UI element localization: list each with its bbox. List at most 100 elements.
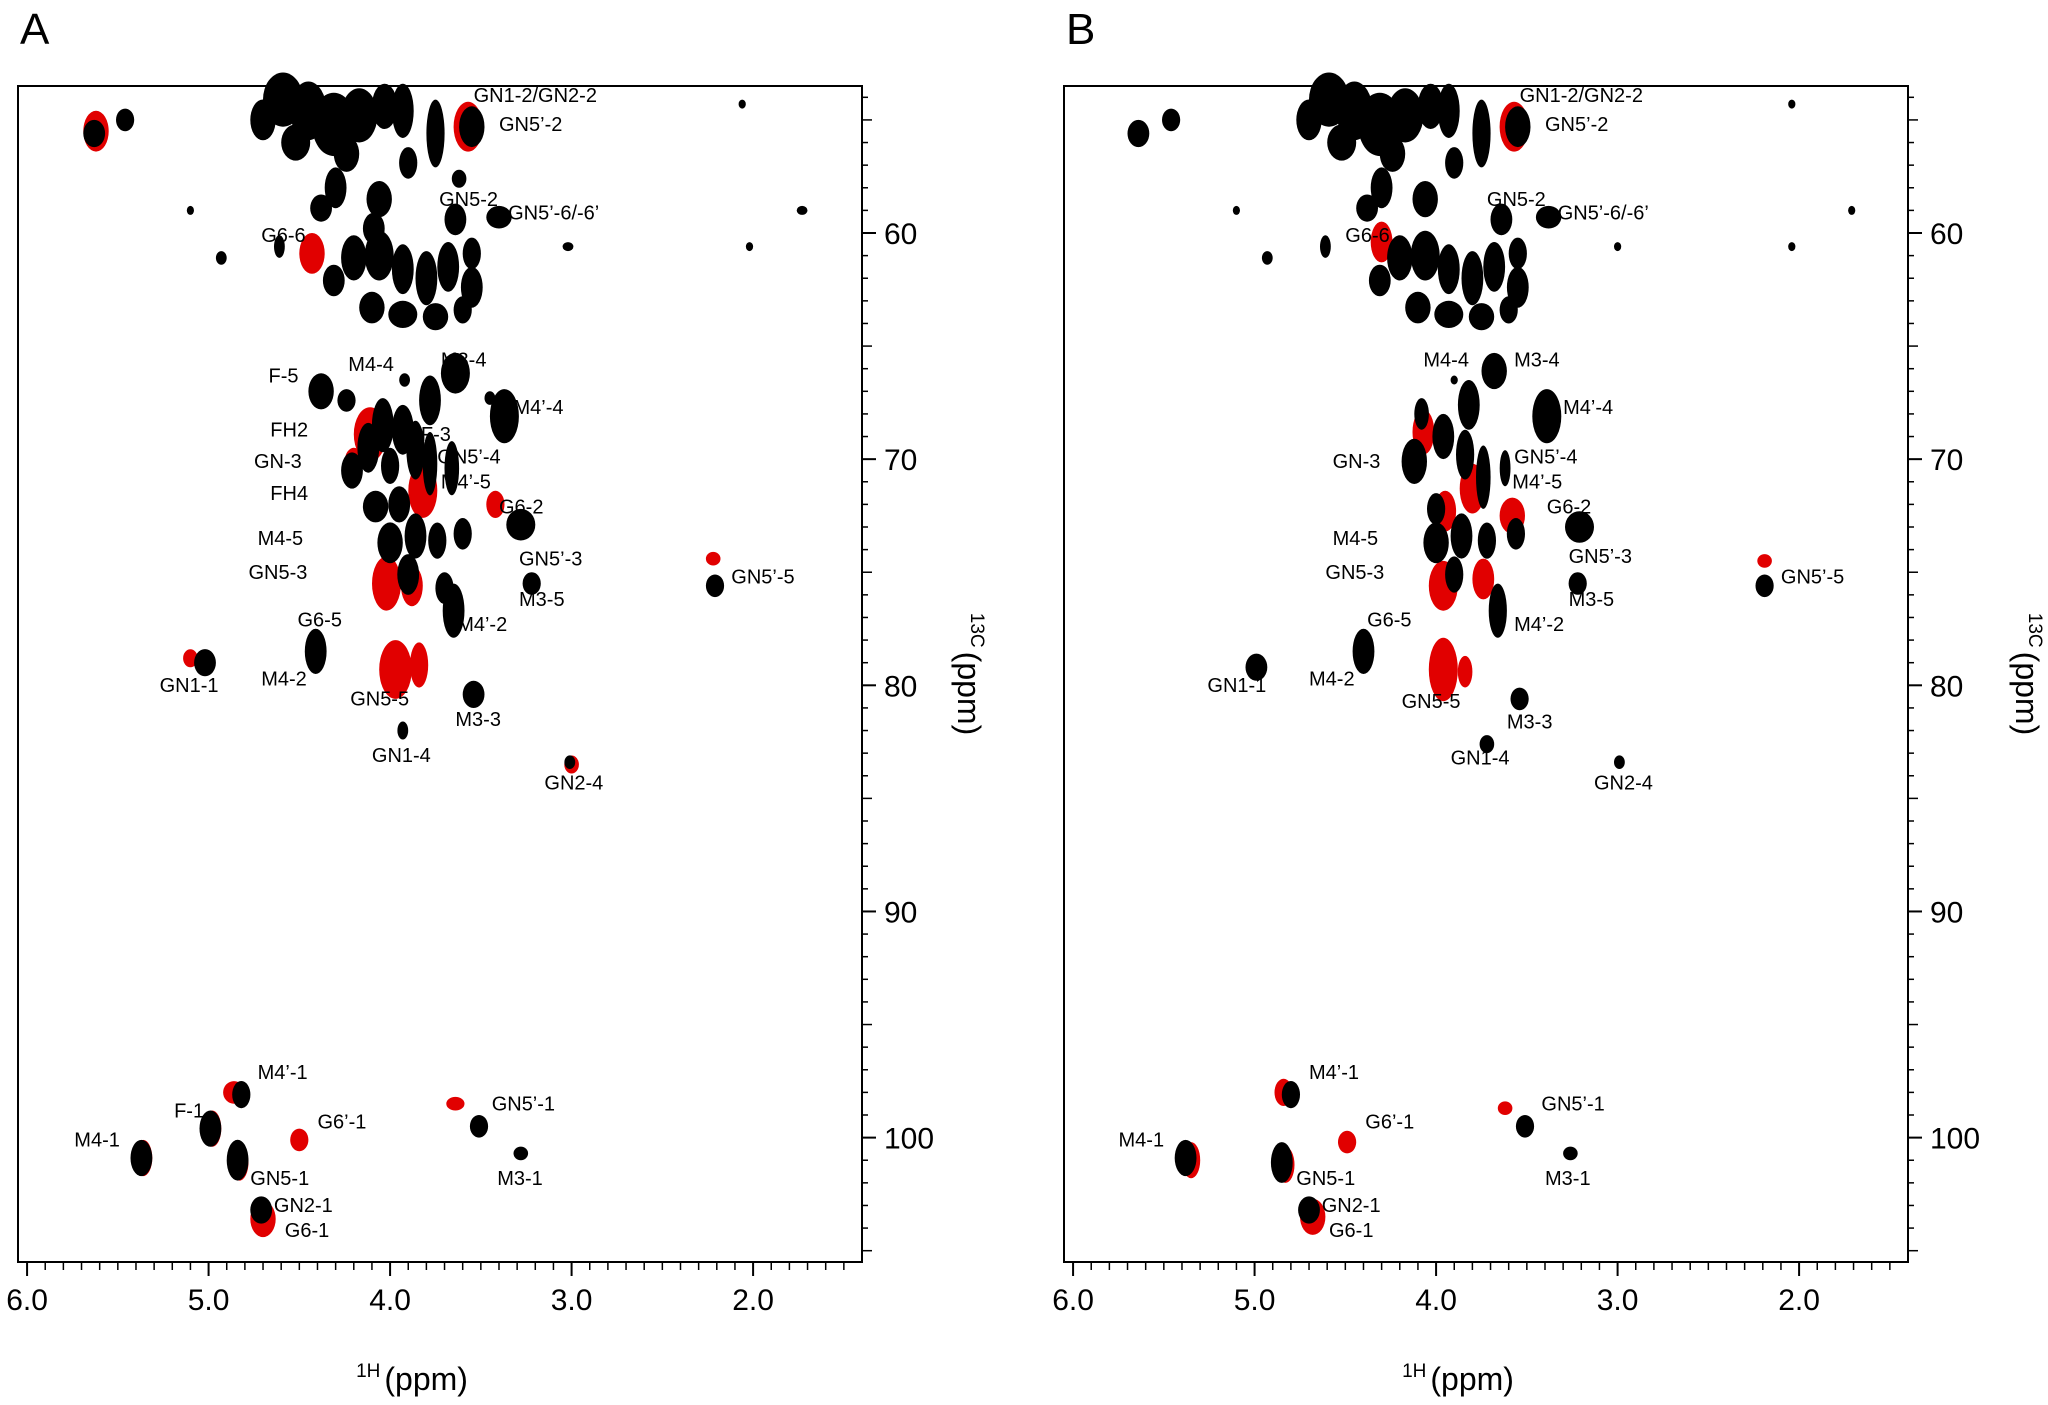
peak-label: M4’-1: [1309, 1062, 1359, 1084]
red-peak: [290, 1128, 309, 1152]
peak-label: M3-3: [1507, 711, 1553, 733]
peak-label: GN5’-4: [437, 447, 500, 469]
black-peak: [1261, 251, 1273, 265]
black-peak: [1370, 167, 1393, 209]
red-peak: [1457, 655, 1473, 688]
black-peak: [250, 99, 276, 141]
peak-label: M3-4: [1514, 349, 1560, 371]
peak-label: GN5’-5: [1781, 567, 1844, 589]
black-peak: [1457, 380, 1480, 430]
black-peak: [453, 518, 472, 550]
peak-label: G6-6: [1345, 225, 1389, 247]
peak-label: FH2: [270, 420, 308, 442]
black-peak: [442, 583, 465, 638]
peak-label: F-5: [269, 365, 299, 387]
peak-label: GN5’-1: [1541, 1094, 1604, 1116]
black-peak: [1387, 235, 1413, 281]
peak-label: GN5-3: [1325, 562, 1384, 584]
black-peak: [1508, 237, 1527, 270]
x-tick-label: 2.0: [732, 1284, 774, 1317]
red-peak: [183, 649, 198, 668]
black-peak: [359, 291, 385, 324]
black-peak: [796, 205, 808, 215]
black-peak: [1387, 88, 1424, 143]
black-peak: [391, 244, 414, 295]
black-peak: [1563, 1146, 1578, 1161]
peak-label: GN-3: [1333, 451, 1381, 473]
black-peak: [1568, 572, 1587, 595]
black-peak: [1456, 429, 1475, 480]
peak-label: G6-6: [261, 225, 305, 247]
black-peak: [562, 242, 574, 252]
red-peak: [1472, 558, 1495, 600]
red-peak: [446, 1096, 465, 1111]
black-peak: [281, 124, 311, 161]
black-peak: [1434, 300, 1464, 328]
black-peak: [453, 296, 472, 324]
black-peak: [1510, 687, 1529, 711]
peak-label: M4’-4: [514, 397, 564, 419]
black-peak: [324, 167, 347, 209]
peak-label: M3-4: [441, 349, 487, 371]
black-peak: [341, 452, 363, 489]
peak-label: FH4: [270, 483, 308, 505]
peak-label: GN5-1: [1296, 1168, 1355, 1190]
black-peak: [1414, 398, 1429, 430]
black-peak: [469, 1115, 489, 1138]
black-peak: [451, 169, 467, 188]
black-peak: [130, 1139, 153, 1177]
black-peak: [1499, 450, 1511, 487]
red-peak: [486, 490, 505, 518]
black-peak: [310, 194, 332, 222]
plot-frame-a: [17, 85, 863, 1263]
black-peak: [1535, 205, 1562, 229]
peak-label: GN1-2/GN2-2: [1520, 85, 1643, 107]
y-axis-title-a: 13C(ppm): [951, 613, 987, 735]
peak-label: G6-5: [298, 610, 342, 632]
peak-label: GN1-2/GN2-2: [474, 85, 597, 107]
black-peak: [357, 422, 380, 473]
black-peak: [1162, 108, 1181, 132]
black-peak: [1412, 181, 1438, 218]
peak-label: M4-5: [1333, 528, 1379, 550]
black-peak: [506, 508, 536, 541]
red-peak: [1428, 637, 1458, 702]
black-peak: [388, 300, 418, 328]
black-peak: [194, 649, 216, 677]
peak-label: GN1-4: [372, 745, 431, 767]
black-peak: [1788, 99, 1796, 109]
peak-label: GN5-2: [1487, 189, 1546, 211]
peak-label: GN1-1: [1207, 675, 1266, 697]
peak-label: G6-2: [1547, 496, 1591, 518]
black-peak: [489, 389, 519, 444]
black-peak: [1479, 735, 1495, 754]
black-peak: [381, 447, 400, 484]
peak-label: G6-5: [1367, 610, 1411, 632]
black-peak: [1379, 135, 1406, 172]
black-peak: [1368, 264, 1391, 297]
black-peak: [1472, 99, 1491, 168]
peak-label: GN5’-4: [1514, 447, 1577, 469]
black-peak: [1423, 522, 1449, 564]
black-peak: [83, 119, 106, 148]
y-tick-label: 90: [884, 897, 917, 930]
black-peak: [1127, 119, 1150, 148]
panel-letter-b: B: [1066, 5, 1095, 54]
black-peak: [199, 1110, 222, 1147]
black-peak: [232, 1081, 251, 1109]
red-peak: [410, 642, 429, 688]
black-peak: [1327, 124, 1357, 161]
y-tick-label: 80: [884, 670, 917, 703]
black-peak: [1477, 522, 1496, 559]
peak-label: G6-1: [285, 1220, 329, 1242]
x-tick-label: 3.0: [551, 1284, 593, 1317]
black-peak: [341, 88, 378, 143]
black-peak: [1505, 106, 1531, 148]
y-axis-ticks-a: 60 70 80 90 100: [862, 96, 934, 1252]
black-peak: [274, 235, 285, 258]
black-peak: [1320, 235, 1331, 258]
y-axis-title-b: 13C(ppm): [2009, 613, 2045, 735]
black-peak: [1515, 1115, 1535, 1138]
y-axis-ticks-b: 60 70 80 90 100: [1908, 96, 1980, 1252]
peak-label: M4’-1: [258, 1062, 308, 1084]
